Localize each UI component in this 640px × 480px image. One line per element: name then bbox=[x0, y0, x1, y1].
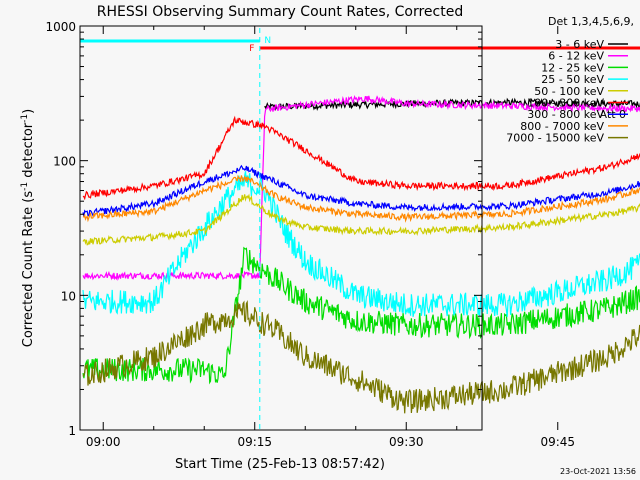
y-tick-label-0: 1 bbox=[68, 424, 76, 438]
x-tick-label-2: 09:30 bbox=[389, 435, 424, 449]
plot-frame bbox=[79, 25, 483, 431]
y-label-sup-1: -1 bbox=[20, 182, 30, 191]
series-line-7 bbox=[82, 174, 640, 223]
x-tick-label-0: 09:00 bbox=[86, 435, 121, 449]
series-line-0 bbox=[264, 97, 640, 112]
chart-title: RHESSI Observing Summary Count Rates, Co… bbox=[97, 4, 463, 20]
y-tick-label-2: 100 bbox=[53, 155, 76, 169]
x-tick-label-1: 09:15 bbox=[237, 435, 272, 449]
series-line-2 bbox=[82, 246, 640, 385]
legend-label-2: 12 - 25 keV bbox=[541, 61, 604, 74]
legend-label-1: 6 - 12 keV bbox=[548, 50, 604, 63]
legend-label-0: 3 - 6 keV bbox=[555, 38, 604, 51]
y-tick-label-3: 1000 bbox=[45, 20, 76, 34]
y-label-sup-2: -1 bbox=[20, 114, 30, 123]
series-line-3 bbox=[82, 171, 640, 317]
y-label-part-1: Corrected Count Rate (s bbox=[21, 191, 36, 348]
series-line-6 bbox=[82, 164, 640, 218]
y-label-part-2: detector bbox=[21, 122, 36, 182]
legend-label-7: 800 - 7000 keV bbox=[520, 120, 604, 133]
legend-label-4: 50 - 100 keV bbox=[534, 85, 604, 98]
x-axis-label: Start Time (25-Feb-13 08:57:42) bbox=[175, 457, 385, 472]
series-line-8 bbox=[82, 300, 640, 414]
legend-label-6: 300 - 800 keV bbox=[527, 108, 604, 121]
detector-note: Det 1,3,4,5,6,9, bbox=[548, 15, 634, 28]
series-line-4 bbox=[82, 193, 640, 246]
legend-label-8: 7000 - 15000 keV bbox=[506, 132, 604, 145]
series-line-5 bbox=[82, 115, 640, 201]
data-layer: NF bbox=[80, 28, 640, 430]
legend-label-3: 25 - 50 keV bbox=[541, 73, 604, 86]
footer-timestamp: 23-Oct-2021 13:56 bbox=[560, 467, 636, 476]
x-tick-label-3: 09:45 bbox=[540, 435, 575, 449]
y-axis-label: Corrected Count Rate (s-1 detector-1) bbox=[20, 109, 36, 347]
flag-label-N: N bbox=[264, 36, 271, 46]
legend-label-5: 100 - 300 keV bbox=[527, 97, 604, 110]
y-tick-label-1: 10 bbox=[61, 289, 76, 303]
flag-label-F: F bbox=[249, 44, 254, 54]
y-label-part-3: ) bbox=[21, 109, 36, 114]
axes-layer: 09:0009:1509:3009:4510:0010:1510:3011010… bbox=[45, 20, 575, 449]
series-line-1 bbox=[82, 94, 640, 282]
